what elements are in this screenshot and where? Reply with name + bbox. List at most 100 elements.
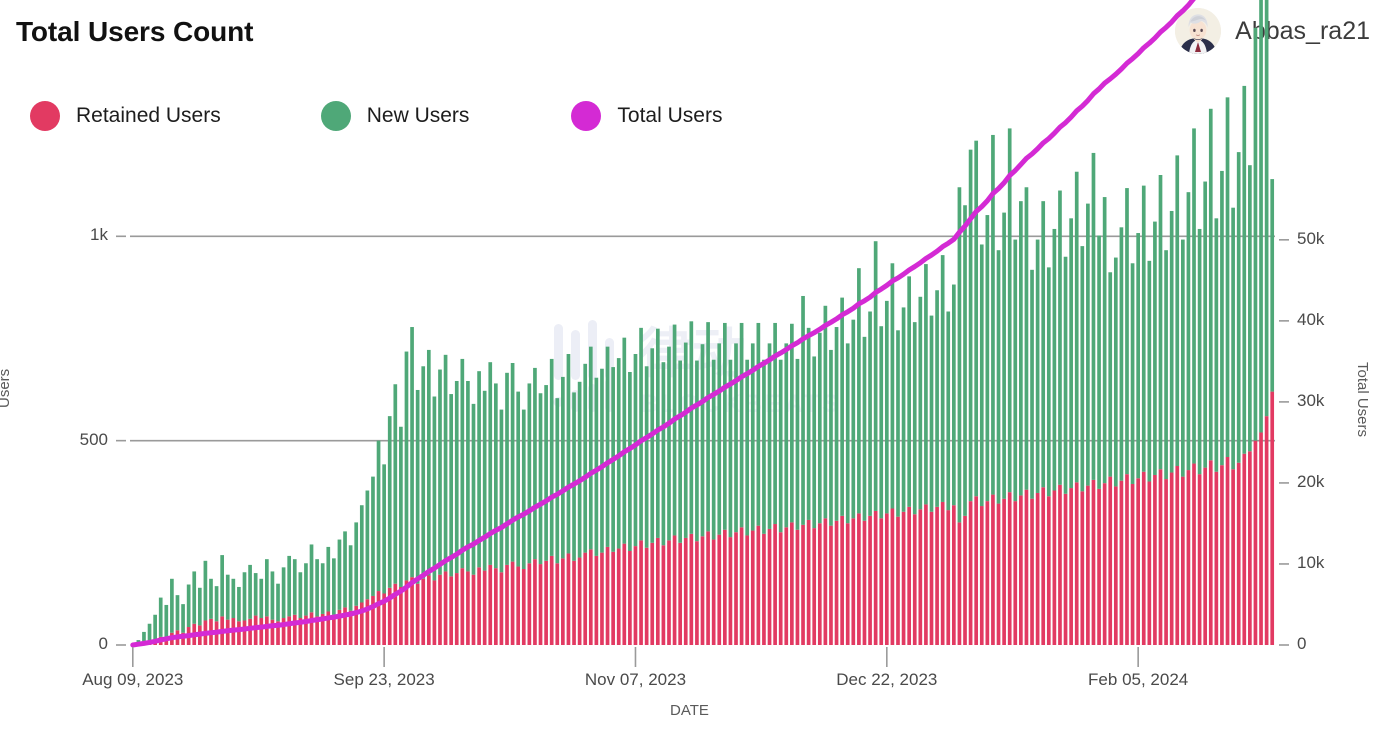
bar-new <box>544 385 548 561</box>
user-account[interactable]: Abbas_ra21 <box>1175 8 1370 54</box>
bar-new <box>533 367 537 560</box>
bar-retained <box>320 613 325 645</box>
bar-new <box>315 559 319 617</box>
legend-dot-icon <box>571 101 602 131</box>
bar-retained <box>767 528 772 645</box>
bar-retained <box>901 511 906 645</box>
bar-new <box>1180 239 1185 477</box>
bar-retained <box>454 573 459 645</box>
bar-retained <box>231 618 236 645</box>
bar-retained <box>667 540 671 645</box>
bar-new <box>912 322 917 515</box>
bar-new <box>343 531 347 608</box>
bar-new <box>561 376 565 559</box>
bar-new <box>237 586 241 622</box>
bar-retained <box>415 583 420 645</box>
bar-new <box>1169 210 1174 473</box>
bar-retained <box>951 505 956 645</box>
page-title: Total Users Count <box>16 16 254 47</box>
bar-retained <box>449 576 454 645</box>
bar-retained <box>337 609 342 645</box>
bar-retained <box>298 618 303 645</box>
bar-new <box>359 505 364 603</box>
bar-retained <box>421 578 426 645</box>
bar-retained <box>404 580 409 645</box>
bar-retained <box>365 599 370 645</box>
bar-new <box>309 544 314 613</box>
y-axis-left-tick-label: 500 <box>79 429 108 449</box>
legend-item-label: New Users <box>366 104 470 127</box>
bar-new <box>773 322 777 525</box>
bar-retained <box>739 527 744 645</box>
bar-new <box>1192 128 1196 464</box>
svg-text:BLOCKBEATS: BLOCKBEATS <box>640 390 842 418</box>
bar-retained <box>521 568 526 645</box>
bar-retained <box>957 522 962 645</box>
bar-retained <box>505 564 509 645</box>
bar-retained <box>533 559 537 645</box>
bar-retained <box>1153 474 1157 645</box>
bar-new <box>276 583 280 622</box>
bar-new <box>812 356 817 529</box>
bar-retained <box>996 503 1001 645</box>
bar-new <box>454 380 459 574</box>
bar-new <box>1153 221 1157 475</box>
bar-new <box>633 354 638 547</box>
bar-new <box>717 343 722 535</box>
bar-new <box>655 328 660 538</box>
bar-new <box>678 360 683 543</box>
bar-retained <box>309 612 314 645</box>
bar-new <box>432 396 437 581</box>
bar-new <box>845 343 850 524</box>
bar-retained <box>762 533 766 645</box>
bar-retained <box>851 518 856 645</box>
bar-new <box>918 296 923 510</box>
bar-new <box>337 539 342 610</box>
legend-item-total-users[interactable]: Total Users <box>571 100 722 132</box>
bar-retained <box>382 593 386 645</box>
bar-new <box>449 394 454 577</box>
bar-new <box>1108 272 1113 477</box>
bar-new <box>605 346 610 547</box>
bar-retained <box>304 615 308 645</box>
bar-new <box>728 359 733 538</box>
bar-retained <box>426 575 431 645</box>
bar-new <box>778 359 783 533</box>
bar-retained <box>1164 479 1168 645</box>
bar-retained <box>516 566 521 645</box>
bar-new <box>197 587 202 626</box>
y-axis-left-tick-label: 1k <box>90 225 108 245</box>
bar-retained <box>588 549 593 645</box>
legend-dot-icon <box>320 101 351 131</box>
legend-item-label: Total Users <box>617 104 723 127</box>
bar-new <box>1136 233 1141 479</box>
bar-new <box>806 327 811 520</box>
bar-retained <box>354 605 359 645</box>
bar-new <box>588 346 593 550</box>
bar-retained <box>806 519 811 645</box>
bar-retained <box>1041 487 1046 645</box>
bar-retained <box>1058 484 1062 645</box>
bar-retained <box>1046 496 1051 645</box>
bar-retained <box>214 621 219 645</box>
bar-retained <box>583 552 588 645</box>
bar-new <box>628 371 632 551</box>
user-avatar-anime-icon <box>1175 8 1222 54</box>
bar-new <box>410 327 414 578</box>
bar-retained <box>538 564 543 645</box>
bar-retained <box>1013 501 1018 645</box>
legend-item-new-users[interactable]: New Users <box>320 100 470 132</box>
bar-retained <box>471 574 476 645</box>
bar-retained <box>410 577 414 645</box>
bar-new <box>527 383 532 564</box>
bar-new <box>907 276 912 507</box>
bar-retained <box>248 618 252 645</box>
legend-item-retained-users[interactable]: Retained Users <box>30 100 221 132</box>
bar-retained <box>868 515 872 645</box>
bar-retained <box>488 564 493 645</box>
bar-new <box>387 416 392 588</box>
y-axis-left-tick-label: 0 <box>98 634 108 653</box>
bar-new <box>616 358 621 549</box>
bar-retained <box>359 602 364 645</box>
bar-new <box>1130 263 1135 484</box>
